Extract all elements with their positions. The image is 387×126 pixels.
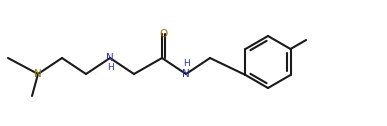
Text: O: O [159, 29, 167, 39]
Text: N: N [34, 69, 42, 79]
Text: N: N [106, 53, 114, 63]
Text: N: N [182, 69, 190, 79]
Text: H: H [107, 64, 113, 72]
Text: H: H [183, 59, 189, 69]
